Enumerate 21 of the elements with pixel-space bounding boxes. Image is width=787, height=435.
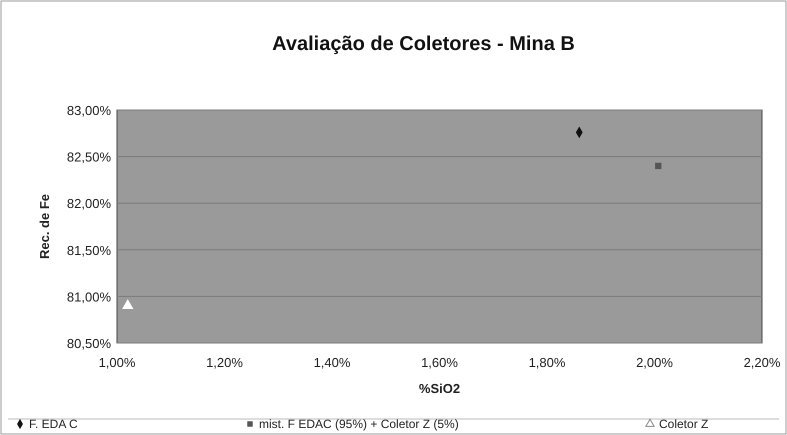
chart-title: Avaliação de Coletores - Mina B xyxy=(272,33,575,55)
point xyxy=(655,162,662,170)
y-tick-label: 81,50% xyxy=(66,242,112,258)
x-tick-label: 1,60% xyxy=(421,355,458,370)
x-tick-label: 1,40% xyxy=(314,355,351,370)
x-tick-label: 1,20% xyxy=(206,355,244,370)
point xyxy=(122,300,134,309)
y-axis-title: Rec. de Fe xyxy=(37,194,52,260)
y-tick-label: 82,00% xyxy=(66,196,112,212)
legend-label: Coletor Z xyxy=(659,417,708,431)
legend-label: F. EDA C xyxy=(29,417,78,431)
x-axis-title: %SiO2 xyxy=(418,381,460,396)
y-tick-label: 82,50% xyxy=(66,150,112,165)
x-tick-label: 1,80% xyxy=(528,355,566,370)
x-tick-label: 2,00% xyxy=(636,355,674,370)
y-tick-label: 81,00% xyxy=(66,289,112,304)
x-tick-label: 1,00% xyxy=(98,355,136,370)
y-tick-label: 80,50% xyxy=(66,336,112,351)
y-tick-label: 83,00% xyxy=(66,103,112,118)
x-tick-label: 2,20% xyxy=(744,355,781,370)
legend-label: mist. F EDAC (95%) + Coletor Z (5%) xyxy=(259,417,459,431)
